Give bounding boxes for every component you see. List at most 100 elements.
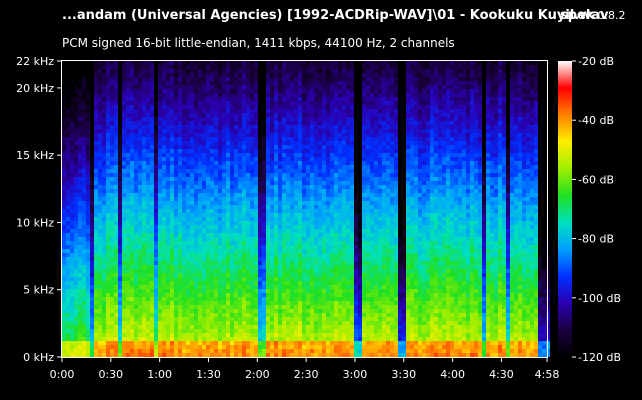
- spectrogram-cell: [106, 197, 110, 201]
- spectrogram-cell: [274, 125, 278, 129]
- spectrogram-cell: [214, 265, 218, 269]
- spectrogram-cell: [158, 165, 162, 169]
- spectrogram-cell: [286, 305, 290, 309]
- spectrogram-cell: [170, 117, 174, 121]
- spectrogram-cell: [150, 85, 154, 89]
- spectrogram-cell: [250, 277, 254, 281]
- spectrogram-cell: [190, 221, 194, 225]
- spectrogram-cell: [266, 121, 270, 125]
- spectrogram-cell: [182, 313, 186, 317]
- spectrogram-cell: [326, 189, 330, 193]
- spectrogram-cell: [62, 105, 66, 109]
- spectrogram-cell: [166, 65, 170, 69]
- spectrogram-cell: [162, 141, 166, 145]
- spectrogram-cell: [222, 121, 226, 125]
- spectrogram-cell: [186, 85, 190, 89]
- spectrogram-cell: [182, 289, 186, 293]
- spectrogram-cell: [214, 353, 218, 357]
- spectrogram-cell: [234, 193, 238, 197]
- spectrogram-cell: [102, 257, 106, 261]
- spectrogram-cell: [118, 349, 122, 353]
- spectrogram-cell: [202, 177, 206, 181]
- spectrogram-cell: [86, 245, 90, 249]
- spectrogram-cell: [114, 201, 118, 205]
- spectrogram-cell: [326, 125, 330, 129]
- spectrogram-cell: [302, 353, 306, 357]
- spectrogram-cell: [266, 325, 270, 329]
- spectrogram-cell: [278, 329, 282, 333]
- spectrogram-cell: [310, 169, 314, 173]
- spectrogram-cell: [134, 337, 138, 341]
- spectrogram-cell: [142, 129, 146, 133]
- spectrogram-cell: [302, 305, 306, 309]
- spectrogram-cell: [206, 313, 210, 317]
- spectrogram-cell: [250, 297, 254, 301]
- spectrogram-cell: [90, 189, 94, 193]
- spectrogram-cell: [138, 297, 142, 301]
- spectrogram-cell: [270, 137, 274, 141]
- spectrogram-cell: [90, 125, 94, 129]
- spectrogram-cell: [294, 77, 298, 81]
- spectrogram-cell: [218, 117, 222, 121]
- spectrogram-cell: [230, 273, 234, 277]
- spectrogram-cell: [306, 321, 310, 325]
- spectrogram-cell: [326, 225, 330, 229]
- spectrogram-cell: [150, 129, 154, 133]
- spectrogram-cell: [118, 177, 122, 181]
- spectrogram-cell: [118, 249, 122, 253]
- spectrogram-cell: [270, 77, 274, 81]
- spectrogram-cell: [230, 301, 234, 305]
- spectrogram-cell: [282, 125, 286, 129]
- spectrogram-cell: [226, 165, 230, 169]
- spectrogram-cell: [246, 353, 250, 357]
- spectrogram-cell: [170, 133, 174, 137]
- spectrogram-cell: [98, 213, 102, 217]
- spectrogram-cell: [170, 261, 174, 265]
- spectrogram-cell: [66, 353, 70, 357]
- spectrogram-cell: [242, 185, 246, 189]
- spectrogram-cell: [194, 109, 198, 113]
- spectrogram-cell: [238, 153, 242, 157]
- spectrogram-cell: [238, 129, 242, 133]
- spectrogram-cell: [326, 313, 330, 317]
- spectrogram-cell: [154, 233, 158, 237]
- spectrogram-cell: [242, 217, 246, 221]
- spectrogram-cell: [102, 225, 106, 229]
- spectrogram-cell: [222, 269, 226, 273]
- spectrogram-cell: [130, 309, 134, 313]
- spectrogram-cell: [322, 313, 326, 317]
- spectrogram-cell: [290, 189, 294, 193]
- spectrogram-cell: [282, 145, 286, 149]
- spectrogram-cell: [174, 149, 178, 153]
- spectrogram-cell: [94, 233, 98, 237]
- spectrogram-cell: [146, 329, 150, 333]
- spectrogram-cell: [134, 89, 138, 93]
- spectrogram-cell: [222, 309, 226, 313]
- spectrogram-cell: [142, 141, 146, 145]
- spectrogram-cell: [218, 253, 222, 257]
- spectrogram-cell: [118, 129, 122, 133]
- spectrogram-cell: [178, 277, 182, 281]
- spectrogram-cell: [174, 233, 178, 237]
- spectrogram-cell: [258, 253, 262, 257]
- spectrogram-cell: [282, 65, 286, 69]
- spectrogram-cell: [134, 109, 138, 113]
- spectrogram-cell: [138, 153, 142, 157]
- spectrogram-cell: [98, 233, 102, 237]
- spectrogram-cell: [290, 93, 294, 97]
- spectrogram-cell: [206, 249, 210, 253]
- spectrogram-cell: [218, 225, 222, 229]
- spectrogram-cell: [98, 197, 102, 201]
- spectrogram-cell: [242, 341, 246, 345]
- spectrogram-cell: [178, 145, 182, 149]
- spectrogram-cell: [294, 213, 298, 217]
- spectrogram-cell: [282, 105, 286, 109]
- spectrogram-cell: [138, 201, 142, 205]
- spectrogram-cell: [114, 193, 118, 197]
- spectrogram-cell: [214, 193, 218, 197]
- spectrogram-cell: [166, 129, 170, 133]
- spectrogram-cell: [314, 105, 318, 109]
- spectrogram-cell: [330, 117, 334, 121]
- spectrogram-cell: [142, 277, 146, 281]
- spectrogram-cell: [130, 73, 134, 77]
